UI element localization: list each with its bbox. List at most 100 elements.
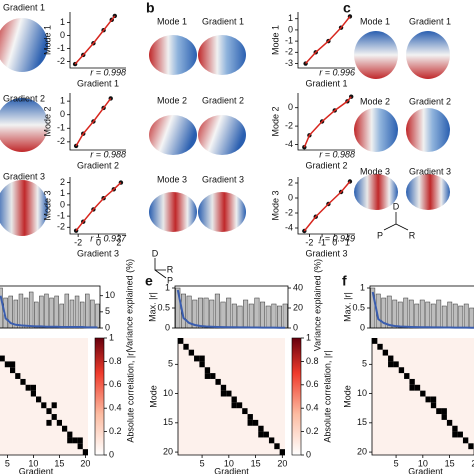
cell <box>398 367 405 374</box>
cell <box>372 338 378 344</box>
y-tick-label: 0 <box>288 24 293 34</box>
cell <box>51 402 57 409</box>
fit-line <box>305 16 351 65</box>
brain-label: Mode 1 <box>360 16 390 26</box>
annotation: r = 0.937 <box>90 233 127 243</box>
colorbar-label: Absolute correlation, |r| <box>125 350 135 442</box>
frame <box>174 285 289 329</box>
axis <box>297 177 355 235</box>
cell <box>425 396 431 403</box>
brain <box>149 192 197 232</box>
colorbar-tick-label: 0.6 <box>306 379 319 389</box>
colorbar-tick-label: 1 <box>109 332 114 342</box>
cell <box>388 355 394 362</box>
cell <box>263 431 269 438</box>
bar <box>214 293 220 329</box>
brain <box>149 35 197 75</box>
cell <box>10 361 16 368</box>
y-tick-label: -4 <box>285 139 293 149</box>
bar <box>39 295 44 329</box>
y2-tick-label: 20 <box>293 302 303 312</box>
cell <box>30 390 36 397</box>
brain <box>406 108 450 152</box>
bar <box>419 299 425 329</box>
cell <box>414 384 421 391</box>
cell <box>430 402 437 409</box>
colorbar-tick-label: 0.6 <box>109 379 122 389</box>
bar <box>28 291 34 329</box>
cell <box>468 443 474 450</box>
y-axis-label: Mode 3 <box>42 190 52 220</box>
x-tick-label: 15 <box>445 458 455 468</box>
y2-tick-label: 0 <box>293 322 298 332</box>
fit-line <box>75 97 112 147</box>
cell <box>258 431 264 438</box>
bar <box>74 295 80 329</box>
y-tick-label: 5 <box>168 359 173 369</box>
y2-tick-label: 5 <box>105 306 110 316</box>
y-tick-label: -4 <box>285 222 293 232</box>
y-tick-label: 10 <box>357 388 367 398</box>
colorbar-tick-label: 0.8 <box>306 356 319 366</box>
y-tick-label: 1 <box>60 188 65 198</box>
y-tick-label: 1 <box>165 282 170 292</box>
y-tick-label: 0 <box>288 192 293 202</box>
colorbar-tick-label: 0.4 <box>109 403 122 413</box>
cell <box>258 425 264 432</box>
axis <box>297 12 355 69</box>
y-tick-label: 0.5 <box>352 302 365 312</box>
panel-letter: e <box>145 273 153 289</box>
bar <box>64 293 70 329</box>
bar <box>277 305 282 329</box>
y-tick-label: 0 <box>60 30 65 40</box>
y-tick-label: -3 <box>285 58 293 68</box>
frame <box>0 285 101 329</box>
cell <box>72 437 78 444</box>
y-tick-label: 1 <box>288 13 293 23</box>
brain-label: Gradient 2 <box>409 96 451 106</box>
brain <box>406 31 450 79</box>
colorbar-tick-label: 0 <box>109 449 114 459</box>
orientation-label: R <box>167 264 174 274</box>
cell <box>183 343 189 350</box>
x-tick-label: 10 <box>28 458 38 468</box>
bar <box>220 301 226 329</box>
y-axis-label: Max. |r| <box>147 292 157 322</box>
bar <box>79 301 85 329</box>
bar <box>197 297 203 329</box>
cell <box>199 355 205 362</box>
cell <box>441 408 447 415</box>
axis <box>371 338 474 456</box>
cell <box>252 419 259 426</box>
x-tick-label: 20 <box>471 458 474 468</box>
cell <box>242 408 248 415</box>
x-tick-label: 20 <box>277 458 287 468</box>
y-tick-label: 0 <box>60 109 65 119</box>
bar <box>436 299 442 329</box>
cell <box>226 390 232 397</box>
cell <box>67 437 73 444</box>
y2-axis-label: Variance explained (%) <box>312 259 322 351</box>
brain-label: Gradient 1 <box>409 16 451 26</box>
fit-line <box>303 96 352 148</box>
cell <box>194 355 200 362</box>
variance-line <box>371 291 474 329</box>
bar <box>237 305 243 329</box>
y-tick-label: -1 <box>57 43 65 53</box>
y-axis-label: Mode 2 <box>42 106 52 136</box>
fit-line <box>75 182 122 232</box>
x-axis-label: Gradient <box>408 466 443 474</box>
cell <box>25 384 31 391</box>
bar <box>203 297 209 329</box>
brain-label: Gradient 2 <box>202 95 244 105</box>
y2-tick-label: 40 <box>293 282 303 292</box>
orientation-label: P <box>167 275 173 285</box>
y-tick-label: 0 <box>360 322 365 332</box>
y-tick-label: 0.5 <box>157 302 170 312</box>
bar <box>231 303 237 329</box>
cell <box>215 378 221 385</box>
colorbar-tick-label: 0.2 <box>306 426 319 436</box>
y-tick-label: 15 <box>357 417 367 427</box>
annotation: r = 0.998 <box>90 67 126 77</box>
bar <box>254 297 260 329</box>
